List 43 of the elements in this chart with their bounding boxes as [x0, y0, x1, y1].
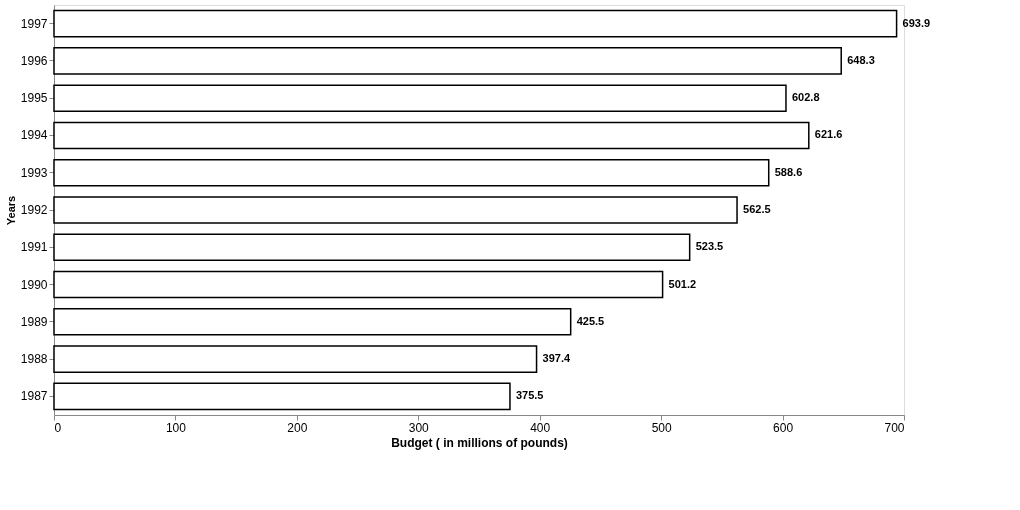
y-tick-label: 1993 — [20, 165, 48, 180]
y-tick-label: 1988 — [20, 352, 48, 367]
y-tick-label: 1992 — [20, 203, 48, 217]
bar — [53, 121, 810, 150]
data-label: 602.8 — [791, 91, 820, 104]
bar — [53, 233, 691, 262]
bar — [53, 270, 664, 299]
bar — [53, 382, 511, 411]
data-label: 501.2 — [668, 277, 697, 290]
x-tick-label: 100 — [165, 420, 187, 435]
y-tick-label: 1996 — [20, 53, 48, 68]
x-axis-title: Budget ( in millions of pounds) — [391, 435, 568, 450]
bar — [53, 308, 572, 336]
y-tick-label: 1991 — [20, 240, 48, 255]
data-label: 621.6 — [814, 128, 843, 141]
bar — [53, 158, 770, 187]
bar — [53, 84, 787, 112]
bar — [53, 47, 842, 75]
x-tick-label: 0 — [54, 420, 62, 435]
bar — [53, 9, 898, 38]
x-tick-label: 600 — [773, 420, 794, 435]
y-tick-label: 1994 — [20, 128, 48, 143]
data-label: 397.4 — [542, 352, 571, 365]
y-tick-label: 1997 — [20, 16, 48, 31]
x-tick-label: 300 — [408, 420, 430, 435]
y-tick-label: 1990 — [20, 277, 48, 292]
y-tick-label: 1987 — [20, 389, 48, 404]
y-tick-label: 1989 — [20, 314, 48, 329]
x-tick-label: 400 — [530, 420, 551, 435]
bar — [53, 196, 738, 224]
data-label: 425.5 — [576, 314, 605, 327]
data-label: 693.9 — [902, 16, 931, 29]
y-tick-label: 1995 — [20, 91, 48, 106]
data-label: 648.3 — [847, 53, 875, 66]
data-label: 375.5 — [515, 389, 544, 402]
x-tick-label: 500 — [651, 420, 672, 435]
x-tick-label: 700 — [884, 420, 905, 435]
y-axis-title: Years — [4, 195, 17, 226]
data-label: 562.5 — [743, 203, 771, 215]
bar — [53, 345, 538, 373]
x-tick-label: 200 — [287, 420, 308, 435]
data-label: 588.6 — [774, 165, 803, 178]
data-label: 523.5 — [695, 240, 724, 253]
